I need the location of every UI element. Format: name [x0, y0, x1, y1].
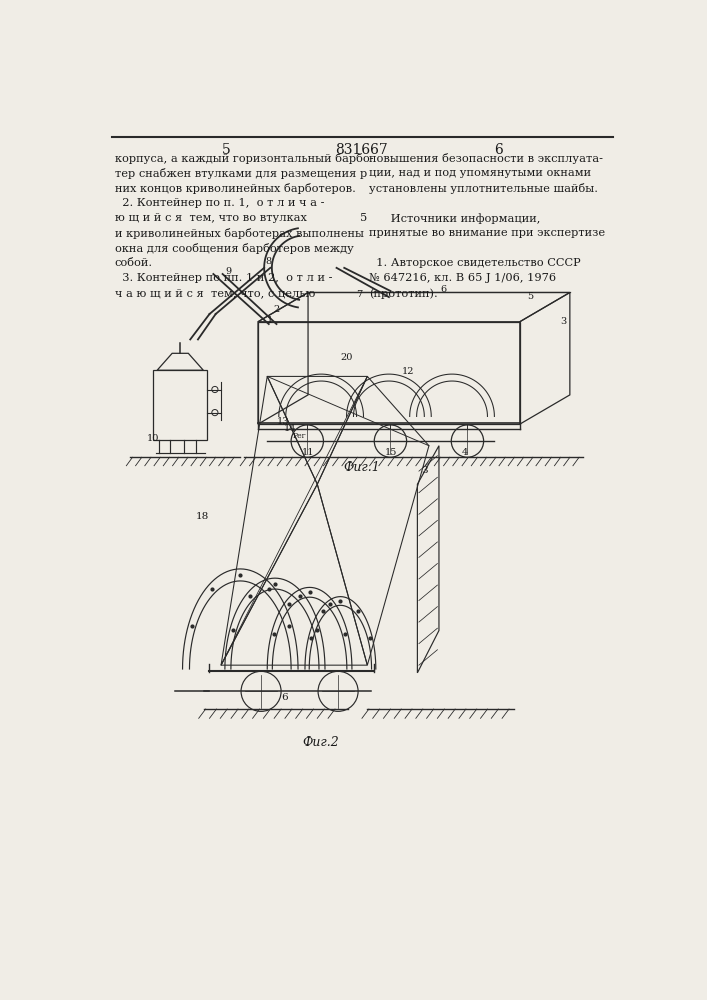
- Text: 3: 3: [560, 317, 566, 326]
- Text: 14: 14: [284, 424, 297, 433]
- Text: 3. Контейнер по пп. 1 и 2,  о т л и -: 3. Контейнер по пп. 1 и 2, о т л и -: [115, 273, 332, 283]
- Text: тер снабжен втулками для размещения р: тер снабжен втулками для размещения р: [115, 168, 367, 179]
- Text: них концов криволинейных барботеров.: них концов криволинейных барботеров.: [115, 183, 356, 194]
- Text: окна для сообщения барботеров между: окна для сообщения барботеров между: [115, 243, 354, 254]
- Text: 2: 2: [274, 306, 280, 314]
- Text: 1: 1: [267, 316, 274, 325]
- Text: 15: 15: [385, 448, 397, 457]
- Text: 6: 6: [281, 693, 288, 702]
- Text: 5: 5: [222, 143, 230, 157]
- Text: 4: 4: [462, 448, 468, 457]
- Text: 10: 10: [147, 434, 160, 443]
- Text: Фиг.1: Фиг.1: [344, 461, 380, 474]
- Text: 5: 5: [527, 292, 534, 301]
- Text: ю щ и й с я  тем, что во втулках: ю щ и й с я тем, что во втулках: [115, 213, 307, 223]
- Text: № 647216, кл. В 65 J 1/06, 1976: № 647216, кл. В 65 J 1/06, 1976: [369, 273, 556, 283]
- Text: 2. Контейнер по п. 1,  о т л и ч а -: 2. Контейнер по п. 1, о т л и ч а -: [115, 198, 325, 208]
- Text: 6: 6: [494, 143, 503, 157]
- Bar: [153, 370, 207, 440]
- Text: и криволинейных барботерах выполнены: и криволинейных барботерах выполнены: [115, 228, 364, 239]
- Text: 8: 8: [266, 257, 271, 266]
- Text: Фиг.2: Фиг.2: [303, 736, 339, 749]
- Text: (прототип).: (прототип).: [369, 288, 438, 299]
- Text: 13: 13: [276, 417, 289, 426]
- Text: ции, над и под упомянутыми окнами: ции, над и под упомянутыми окнами: [369, 168, 591, 178]
- Text: 18: 18: [196, 512, 209, 521]
- Text: 831667: 831667: [336, 143, 388, 157]
- Text: 12: 12: [402, 367, 414, 376]
- Text: 1. Авторское свидетельство СССР: 1. Авторское свидетельство СССР: [369, 258, 580, 268]
- Text: собой.: собой.: [115, 258, 153, 268]
- Text: 5: 5: [360, 213, 367, 223]
- Text: 20: 20: [340, 353, 353, 362]
- Text: повышения безопасности в эксплуата-: повышения безопасности в эксплуата-: [369, 153, 603, 164]
- Text: принятые во внимание при экспертизе: принятые во внимание при экспертизе: [369, 228, 605, 238]
- Text: 6: 6: [440, 285, 447, 294]
- Text: установлены уплотнительные шайбы.: установлены уплотнительные шайбы.: [369, 183, 598, 194]
- Text: Рег: Рег: [293, 432, 306, 440]
- Text: ч а ю щ и й с я  тем, что, с целью: ч а ю щ и й с я тем, что, с целью: [115, 288, 315, 298]
- Text: 7: 7: [356, 290, 362, 299]
- Text: 3: 3: [421, 466, 428, 475]
- Text: 11: 11: [302, 448, 315, 457]
- Text: корпуса, а каждый горизонтальный барбо-: корпуса, а каждый горизонтальный барбо-: [115, 153, 373, 164]
- Text: Источники информации,: Источники информации,: [369, 213, 540, 224]
- Text: 9: 9: [226, 267, 232, 276]
